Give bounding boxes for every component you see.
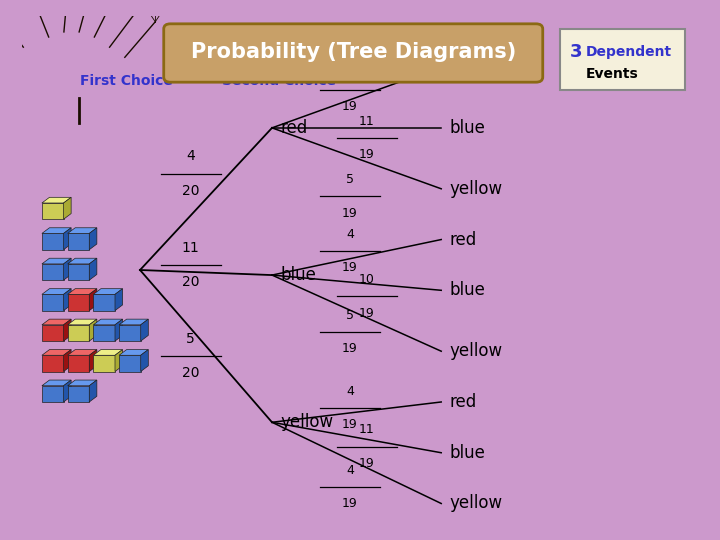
Text: yellow: yellow bbox=[280, 413, 333, 431]
Text: 19: 19 bbox=[342, 497, 358, 510]
Polygon shape bbox=[42, 197, 71, 203]
Polygon shape bbox=[119, 325, 140, 341]
Text: Probability (Tree Diagrams): Probability (Tree Diagrams) bbox=[191, 42, 516, 62]
Text: First Choice: First Choice bbox=[80, 74, 173, 88]
Text: yellow: yellow bbox=[449, 180, 503, 198]
Text: 11: 11 bbox=[182, 241, 199, 255]
Polygon shape bbox=[42, 258, 71, 264]
Polygon shape bbox=[42, 233, 63, 249]
Text: Second Choice: Second Choice bbox=[222, 74, 336, 88]
Polygon shape bbox=[68, 355, 89, 372]
Polygon shape bbox=[94, 294, 115, 310]
Polygon shape bbox=[42, 380, 71, 386]
Text: 20: 20 bbox=[182, 184, 199, 198]
Text: 3: 3 bbox=[570, 43, 582, 60]
Polygon shape bbox=[42, 319, 71, 325]
Polygon shape bbox=[89, 349, 97, 372]
Polygon shape bbox=[63, 319, 71, 341]
Polygon shape bbox=[68, 349, 97, 355]
Polygon shape bbox=[119, 355, 140, 372]
Polygon shape bbox=[68, 325, 89, 341]
Polygon shape bbox=[115, 349, 122, 372]
Polygon shape bbox=[42, 355, 63, 372]
Text: red: red bbox=[449, 393, 477, 411]
Text: 11: 11 bbox=[359, 115, 374, 128]
Text: Dependent: Dependent bbox=[585, 45, 672, 59]
Text: blue: blue bbox=[449, 281, 485, 299]
Polygon shape bbox=[89, 319, 97, 341]
Polygon shape bbox=[94, 289, 122, 294]
Polygon shape bbox=[68, 264, 89, 280]
Text: 19: 19 bbox=[359, 148, 374, 161]
Text: 4: 4 bbox=[346, 464, 354, 477]
Text: 4: 4 bbox=[346, 227, 354, 240]
Polygon shape bbox=[42, 289, 71, 294]
Text: 3: 3 bbox=[346, 66, 354, 80]
Text: 20: 20 bbox=[182, 367, 199, 381]
Polygon shape bbox=[42, 325, 63, 341]
Polygon shape bbox=[63, 380, 71, 402]
Polygon shape bbox=[42, 264, 63, 280]
Polygon shape bbox=[68, 294, 89, 310]
Text: 5: 5 bbox=[346, 173, 354, 186]
Polygon shape bbox=[140, 349, 148, 372]
Polygon shape bbox=[63, 228, 71, 249]
Text: 19: 19 bbox=[342, 418, 358, 431]
Text: red: red bbox=[449, 58, 477, 76]
Polygon shape bbox=[63, 349, 71, 372]
Text: yellow: yellow bbox=[449, 495, 503, 512]
FancyBboxPatch shape bbox=[163, 24, 543, 82]
Polygon shape bbox=[115, 289, 122, 310]
Polygon shape bbox=[89, 258, 97, 280]
Text: blue: blue bbox=[280, 266, 316, 284]
Text: 4: 4 bbox=[186, 150, 195, 164]
Polygon shape bbox=[94, 325, 115, 341]
Text: yellow: yellow bbox=[449, 342, 503, 360]
Polygon shape bbox=[42, 349, 71, 355]
Text: 19: 19 bbox=[342, 342, 358, 355]
Polygon shape bbox=[42, 203, 63, 219]
Polygon shape bbox=[115, 319, 122, 341]
Polygon shape bbox=[63, 258, 71, 280]
Polygon shape bbox=[119, 319, 148, 325]
Text: 19: 19 bbox=[359, 307, 374, 320]
Polygon shape bbox=[89, 228, 97, 249]
Text: 20: 20 bbox=[182, 275, 199, 289]
Polygon shape bbox=[63, 197, 71, 219]
Text: blue: blue bbox=[449, 119, 485, 137]
Text: 19: 19 bbox=[342, 206, 358, 220]
Polygon shape bbox=[94, 349, 122, 355]
Text: 5: 5 bbox=[186, 332, 195, 346]
Text: 4: 4 bbox=[346, 385, 354, 398]
Polygon shape bbox=[94, 355, 115, 372]
Polygon shape bbox=[42, 386, 63, 402]
FancyBboxPatch shape bbox=[559, 29, 685, 90]
Polygon shape bbox=[42, 228, 71, 233]
Polygon shape bbox=[94, 319, 122, 325]
Polygon shape bbox=[89, 289, 97, 310]
Text: blue: blue bbox=[449, 444, 485, 462]
Text: 19: 19 bbox=[342, 100, 358, 113]
Polygon shape bbox=[140, 319, 148, 341]
Polygon shape bbox=[68, 289, 97, 294]
Text: 5: 5 bbox=[346, 309, 354, 322]
Polygon shape bbox=[68, 258, 97, 264]
Text: red: red bbox=[280, 119, 307, 137]
Polygon shape bbox=[68, 233, 89, 249]
Polygon shape bbox=[119, 349, 148, 355]
Text: 19: 19 bbox=[342, 261, 358, 274]
Polygon shape bbox=[63, 289, 71, 310]
Polygon shape bbox=[68, 380, 97, 386]
Text: 19: 19 bbox=[359, 457, 374, 470]
Polygon shape bbox=[42, 294, 63, 310]
Text: 11: 11 bbox=[359, 423, 374, 436]
Text: Events: Events bbox=[585, 66, 638, 80]
Polygon shape bbox=[68, 319, 97, 325]
Polygon shape bbox=[89, 380, 97, 402]
Text: 10: 10 bbox=[359, 273, 374, 286]
Text: red: red bbox=[449, 231, 477, 248]
Polygon shape bbox=[68, 228, 97, 233]
Polygon shape bbox=[68, 386, 89, 402]
